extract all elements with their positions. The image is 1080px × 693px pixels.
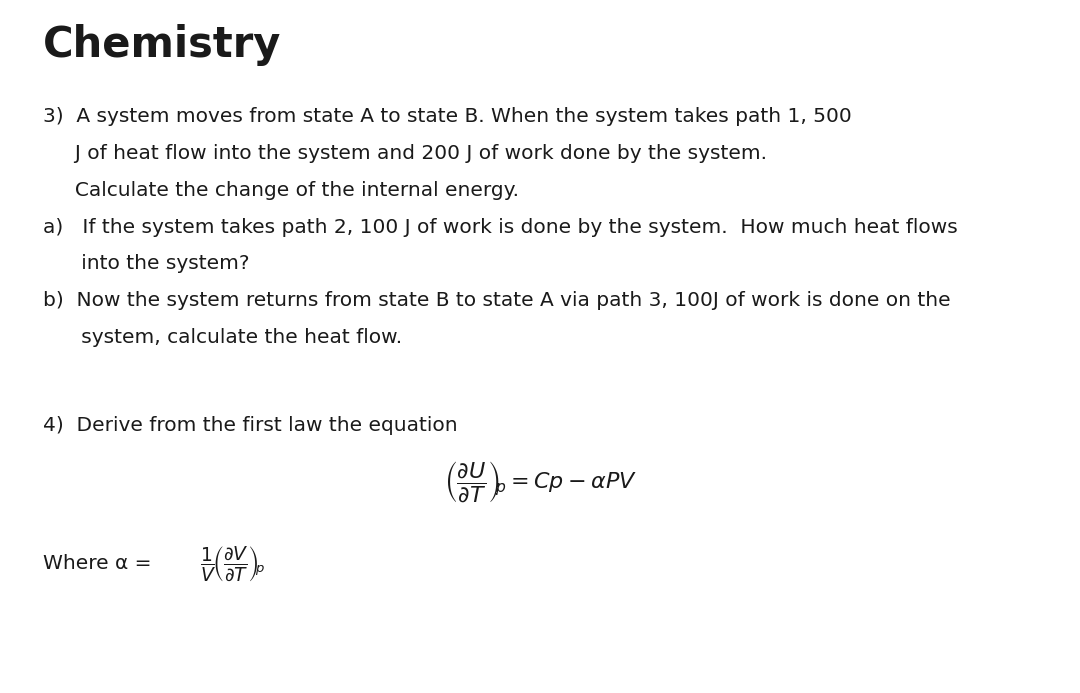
Text: Calculate the change of the internal energy.: Calculate the change of the internal ene… (43, 181, 519, 200)
Text: Chemistry: Chemistry (43, 24, 282, 67)
Text: $\dfrac{1}{V}\!\left(\dfrac{\partial V}{\partial T}\right)_{\!\!p}$: $\dfrac{1}{V}\!\left(\dfrac{\partial V}{… (200, 544, 265, 583)
Text: a)   If the system takes path 2, 100 J of work is done by the system.  How much : a) If the system takes path 2, 100 J of … (43, 218, 958, 236)
Text: J of heat flow into the system and 200 J of work done by the system.: J of heat flow into the system and 200 J… (43, 144, 767, 163)
Text: Where α =: Where α = (43, 554, 158, 573)
Text: 4)  Derive from the first law the equation: 4) Derive from the first law the equatio… (43, 416, 458, 435)
Text: b)  Now the system returns from state B to state A via path 3, 100J of work is d: b) Now the system returns from state B t… (43, 291, 950, 310)
Text: system, calculate the heat flow.: system, calculate the heat flow. (43, 328, 403, 346)
Text: into the system?: into the system? (43, 254, 249, 273)
Text: $\left(\dfrac{\partial U}{\partial T}\right)_{\!\!p} = Cp - \alpha PV$: $\left(\dfrac{\partial U}{\partial T}\ri… (444, 459, 636, 504)
Text: 3)  A system moves from state A to state B. When the system takes path 1, 500: 3) A system moves from state A to state … (43, 107, 852, 126)
